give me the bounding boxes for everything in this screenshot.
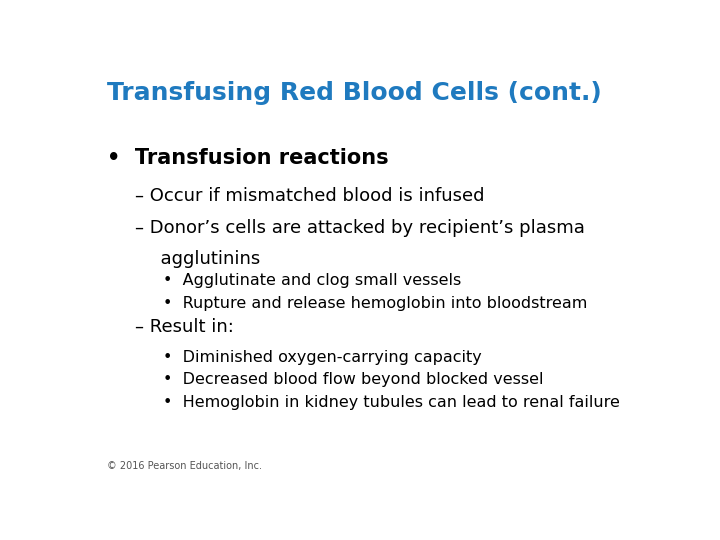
- Text: – Occur if mismatched blood is infused: – Occur if mismatched blood is infused: [135, 187, 484, 205]
- Text: •  Diminished oxygen-carrying capacity: • Diminished oxygen-carrying capacity: [163, 349, 481, 364]
- Text: – Donor’s cells are attacked by recipient’s plasma: – Donor’s cells are attacked by recipien…: [135, 219, 585, 237]
- Text: •  Agglutinate and clog small vessels: • Agglutinate and clog small vessels: [163, 273, 461, 288]
- Text: •  Decreased blood flow beyond blocked vessel: • Decreased blood flow beyond blocked ve…: [163, 373, 543, 388]
- Text: – Result in:: – Result in:: [135, 319, 233, 336]
- Text: agglutinins: agglutinins: [148, 250, 260, 268]
- Text: Transfusing Red Blood Cells (cont.): Transfusing Red Blood Cells (cont.): [107, 82, 601, 105]
- Text: © 2016 Pearson Education, Inc.: © 2016 Pearson Education, Inc.: [107, 462, 262, 471]
- Text: •  Transfusion reactions: • Transfusion reactions: [107, 148, 388, 168]
- Text: •  Hemoglobin in kidney tubules can lead to renal failure: • Hemoglobin in kidney tubules can lead …: [163, 395, 619, 410]
- Text: •  Rupture and release hemoglobin into bloodstream: • Rupture and release hemoglobin into bl…: [163, 295, 587, 310]
